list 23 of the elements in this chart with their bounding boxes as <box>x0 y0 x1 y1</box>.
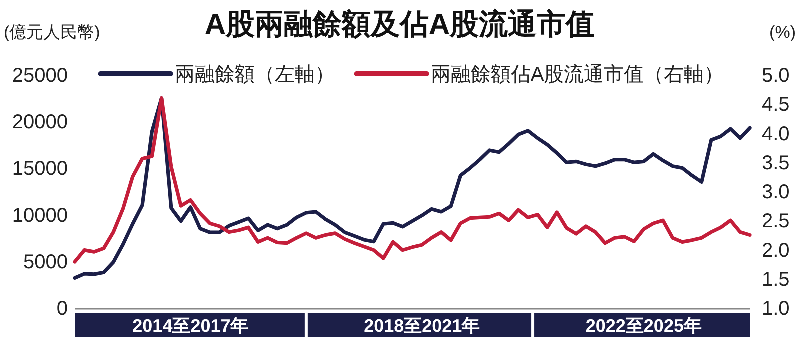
chart-title: A股兩融餘額及佔A股流通市值 <box>205 8 595 41</box>
legend-label: 兩融餘額佔A股流通市值（右軸） <box>430 64 724 86</box>
y2-tick-label: 2.5 <box>762 210 790 233</box>
legend-label: 兩融餘額（左軸） <box>174 64 335 86</box>
y-tick-label: 25000 <box>12 65 68 87</box>
y2-tick-label: 3.5 <box>762 152 790 174</box>
y2-tick-label: 2.0 <box>762 240 790 262</box>
y2-tick-label: 4.5 <box>762 94 790 116</box>
x-tick-label: 2022至2025年 <box>586 316 702 336</box>
y2-tick-label: 3.0 <box>762 182 790 204</box>
y2-axis-title: (%) <box>770 23 796 42</box>
y-tick-label: 10000 <box>12 204 68 227</box>
y-tick-label: 15000 <box>12 158 68 180</box>
x-tick-label: 2018至2021年 <box>364 316 480 336</box>
y2-tick-label: 1.5 <box>762 268 790 291</box>
x-tick-label: 2014至2017年 <box>132 316 249 336</box>
y2-tick-label: 1.0 <box>762 298 790 320</box>
y-tick-label: 20000 <box>12 112 68 134</box>
y2-tick-label: 5.0 <box>762 65 790 87</box>
y-tick-label: 5000 <box>24 251 68 274</box>
y-tick-label: 0 <box>56 298 68 320</box>
y-axis-title: (億元人民幣) <box>4 23 100 42</box>
y2-tick-label: 4.0 <box>762 123 790 146</box>
